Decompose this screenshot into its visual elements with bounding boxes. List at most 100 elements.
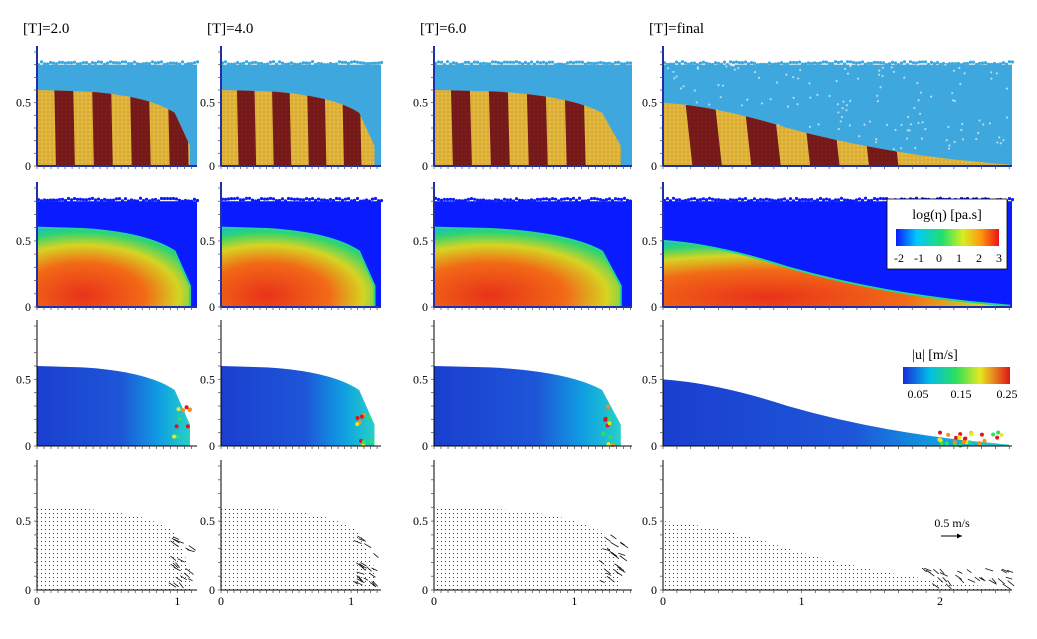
fluid-particle [496, 198, 501, 202]
velocity-vector [937, 576, 944, 583]
fast-particle [939, 442, 944, 447]
fluid-particle [349, 199, 354, 203]
fluid-particle [499, 199, 504, 203]
water-particle [499, 61, 504, 65]
water-particle [812, 61, 817, 65]
fluid-particle [84, 198, 89, 202]
fluid-particle [565, 196, 570, 201]
fluid-particle [698, 197, 703, 202]
fluid-particle [132, 199, 137, 203]
fluid-particle [102, 197, 107, 202]
fluid-particle [111, 198, 116, 202]
water-gap [975, 138, 978, 141]
water-gap [695, 101, 698, 104]
fluid-particle [526, 199, 531, 203]
panel-viscosity: 00.5 [16, 182, 200, 314]
velocity-vector [985, 568, 994, 572]
fluid-particle [277, 198, 282, 203]
fluid-particle [493, 198, 498, 202]
fluid-particle [625, 198, 630, 202]
y-tick-label: 0.5 [642, 372, 657, 386]
water-particle [680, 60, 685, 64]
velocity-vector [186, 549, 195, 553]
fast-particle [355, 422, 360, 427]
fluid-particle [746, 199, 751, 203]
y-tick-label: 0.5 [642, 234, 657, 248]
fluid-particle [301, 198, 306, 202]
fluid-particle [271, 197, 276, 201]
fluid-particle [460, 199, 465, 203]
water-particle [815, 61, 820, 66]
fluid-particle [683, 198, 688, 203]
water-particle [511, 60, 516, 64]
velocity-vector [1000, 569, 1007, 574]
panel-viscosity: 00.5 [413, 182, 633, 314]
fluid-particle [710, 197, 715, 201]
water-particle [613, 60, 618, 65]
water-gap [733, 68, 736, 71]
fluid-particle [764, 197, 769, 201]
fluid-particle [153, 197, 158, 202]
water-particle [490, 60, 495, 64]
water-particle [866, 61, 871, 65]
water-particle [42, 62, 47, 66]
fast-particle [938, 438, 943, 443]
fluid-particle [719, 198, 724, 202]
sand-column [221, 90, 375, 166]
water-gap [878, 69, 881, 72]
water-particle [316, 61, 321, 66]
fluid-particle [538, 197, 543, 202]
water-particle [502, 60, 507, 64]
water-particle [514, 60, 519, 64]
water-gap [809, 96, 812, 99]
water-particle [307, 61, 312, 65]
water-particle [93, 61, 98, 65]
fluid-particle [168, 196, 173, 201]
fluid-particle [514, 197, 519, 201]
fluid-particle [87, 197, 92, 201]
water-gap [886, 123, 889, 126]
y-tick-label: 0 [422, 583, 428, 597]
water-particle [541, 60, 546, 64]
water-gap [978, 119, 981, 122]
water-particle [965, 61, 970, 66]
fluid-particle [782, 197, 787, 201]
fast-particle [184, 405, 189, 410]
water-gap [737, 67, 740, 70]
water-particle [448, 62, 453, 66]
y-tick-label: 0.5 [413, 514, 428, 528]
water-particle [836, 60, 841, 65]
fluid-particle [337, 197, 342, 201]
water-particle [722, 60, 727, 64]
water-particle [186, 61, 191, 66]
water-particle [586, 61, 591, 65]
y-tick-label: 0 [651, 439, 657, 453]
water-particle [625, 61, 630, 65]
water-gap [841, 107, 844, 110]
velocity-field [37, 366, 190, 446]
fluid-particle [785, 199, 790, 203]
fluid-particle [322, 198, 327, 202]
colorbar-tick: 1 [956, 251, 962, 265]
water-particle [848, 60, 853, 64]
fluid-particle [589, 197, 594, 201]
y-tick-label: 0 [651, 300, 657, 314]
velocity-vector [371, 567, 378, 572]
column-title: [T]=6.0 [420, 21, 466, 37]
water-particle [144, 61, 149, 65]
fluid-particle [788, 197, 793, 201]
fluid-particle [818, 196, 823, 201]
water-particle [968, 60, 973, 64]
velocity-vector [177, 558, 185, 563]
velocity-vector [618, 552, 626, 556]
fast-particle [963, 436, 968, 441]
water-particle [192, 61, 197, 65]
water-gap [760, 102, 764, 105]
fluid-particle [310, 197, 315, 201]
fluid-particle [628, 199, 633, 203]
water-particle [334, 62, 339, 66]
fluid-particle [568, 197, 573, 202]
water-gap [961, 122, 964, 126]
velocity-vector [945, 583, 952, 590]
fluid-particle [183, 198, 188, 203]
